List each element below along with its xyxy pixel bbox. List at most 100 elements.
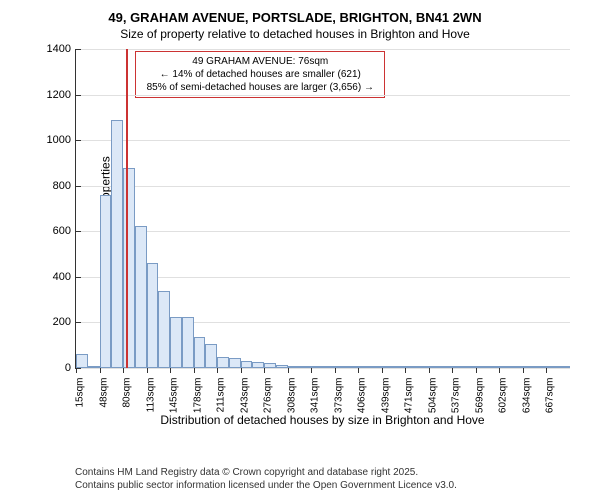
histogram-bar xyxy=(276,365,288,368)
gridline xyxy=(76,49,570,50)
y-tick-label: 0 xyxy=(65,362,76,374)
histogram-bar xyxy=(264,363,276,368)
histogram-bar xyxy=(441,366,453,368)
histogram-bar xyxy=(100,195,112,368)
histogram-bar xyxy=(488,366,500,368)
x-tick-mark xyxy=(100,368,101,373)
plot-area: Number of detached properties 49 GRAHAM … xyxy=(75,49,570,429)
x-tick-mark xyxy=(311,368,312,373)
histogram-bar xyxy=(76,354,88,368)
x-tick-mark xyxy=(241,368,242,373)
x-tick-label: 667sqm xyxy=(537,378,556,414)
histogram-bar xyxy=(170,317,182,368)
histogram-bar xyxy=(394,366,406,368)
x-tick-label: 504sqm xyxy=(419,378,438,414)
x-tick-mark xyxy=(264,368,265,373)
y-tick-label: 1200 xyxy=(47,89,76,101)
x-tick-mark xyxy=(123,368,124,373)
y-tick-label: 200 xyxy=(53,316,76,328)
histogram-bar xyxy=(429,366,441,368)
x-tick-mark xyxy=(546,368,547,373)
gridline xyxy=(76,140,570,141)
x-tick-label: 341sqm xyxy=(302,378,321,414)
histogram-bar xyxy=(558,366,570,368)
x-tick-label: 276sqm xyxy=(255,378,274,414)
x-axis-label: Distribution of detached houses by size … xyxy=(75,413,570,427)
x-tick-label: 80sqm xyxy=(114,378,133,408)
annotation-line1: 49 GRAHAM AVENUE: 76sqm xyxy=(142,55,378,68)
footer-line2: Contains public sector information licen… xyxy=(75,479,457,492)
x-tick-mark xyxy=(335,368,336,373)
histogram-bar xyxy=(205,344,217,368)
x-tick-label: 406sqm xyxy=(349,378,368,414)
histogram-bar xyxy=(135,226,147,368)
x-tick-mark xyxy=(429,368,430,373)
x-tick-mark xyxy=(405,368,406,373)
x-tick-mark xyxy=(476,368,477,373)
chart-subtitle: Size of property relative to detached ho… xyxy=(10,27,580,41)
histogram-bar xyxy=(288,366,300,368)
x-tick-label: 471sqm xyxy=(396,378,415,414)
x-tick-mark xyxy=(170,368,171,373)
x-tick-label: 569sqm xyxy=(466,378,485,414)
histogram-bar xyxy=(523,366,535,368)
x-tick-mark xyxy=(288,368,289,373)
x-tick-label: 439sqm xyxy=(372,378,391,414)
histogram-bar xyxy=(452,366,464,368)
x-tick-mark xyxy=(382,368,383,373)
histogram-bar xyxy=(229,358,241,368)
x-tick-label: 308sqm xyxy=(278,378,297,414)
histogram-bar xyxy=(182,317,194,368)
histogram-bar xyxy=(499,366,511,368)
chart-footer: Contains HM Land Registry data © Crown c… xyxy=(75,466,457,492)
x-tick-label: 537sqm xyxy=(443,378,462,414)
histogram-bar xyxy=(252,362,264,368)
histogram-bar xyxy=(358,366,370,368)
chart-title: 49, GRAHAM AVENUE, PORTSLADE, BRIGHTON, … xyxy=(10,10,580,25)
x-tick-label: 145sqm xyxy=(161,378,180,414)
histogram-bar xyxy=(370,366,382,368)
x-tick-mark xyxy=(499,368,500,373)
gridline xyxy=(76,368,570,369)
histogram-bar xyxy=(311,366,323,368)
histogram-bar xyxy=(382,366,394,368)
histogram-bar xyxy=(535,366,547,368)
property-marker-line xyxy=(126,49,128,368)
y-tick-label: 600 xyxy=(53,225,76,237)
y-tick-label: 1400 xyxy=(47,43,76,55)
x-tick-label: 634sqm xyxy=(513,378,532,414)
histogram-bar xyxy=(417,366,429,368)
x-tick-label: 113sqm xyxy=(137,378,156,413)
annotation-line3: 85% of semi-detached houses are larger (… xyxy=(142,81,378,94)
x-tick-mark xyxy=(194,368,195,373)
histogram-bar xyxy=(111,120,123,368)
histogram-bar xyxy=(158,291,170,368)
histogram-bar xyxy=(88,366,100,368)
gridline xyxy=(76,231,570,232)
x-tick-label: 178sqm xyxy=(184,378,203,414)
plot-inner: 49 GRAHAM AVENUE: 76sqm ← 14% of detache… xyxy=(75,49,570,369)
x-tick-mark xyxy=(76,368,77,373)
histogram-bar xyxy=(299,366,311,368)
histogram-bar xyxy=(405,366,417,368)
gridline xyxy=(76,186,570,187)
x-tick-label: 373sqm xyxy=(325,378,344,414)
histogram-bar xyxy=(123,168,135,369)
x-tick-mark xyxy=(452,368,453,373)
y-tick-label: 1000 xyxy=(47,134,76,146)
x-tick-label: 243sqm xyxy=(231,378,250,414)
x-tick-label: 211sqm xyxy=(208,378,227,413)
histogram-bar xyxy=(217,357,229,368)
histogram-bar xyxy=(511,366,523,368)
chart-container: 49, GRAHAM AVENUE, PORTSLADE, BRIGHTON, … xyxy=(0,0,600,500)
x-tick-mark xyxy=(217,368,218,373)
x-tick-label: 15sqm xyxy=(67,378,86,408)
gridline xyxy=(76,95,570,96)
histogram-bar xyxy=(335,366,347,368)
x-tick-label: 48sqm xyxy=(90,378,109,408)
y-tick-label: 400 xyxy=(53,271,76,283)
histogram-bar xyxy=(241,361,253,368)
y-tick-label: 800 xyxy=(53,180,76,192)
histogram-bar xyxy=(546,366,558,368)
x-tick-label: 602sqm xyxy=(490,378,509,414)
